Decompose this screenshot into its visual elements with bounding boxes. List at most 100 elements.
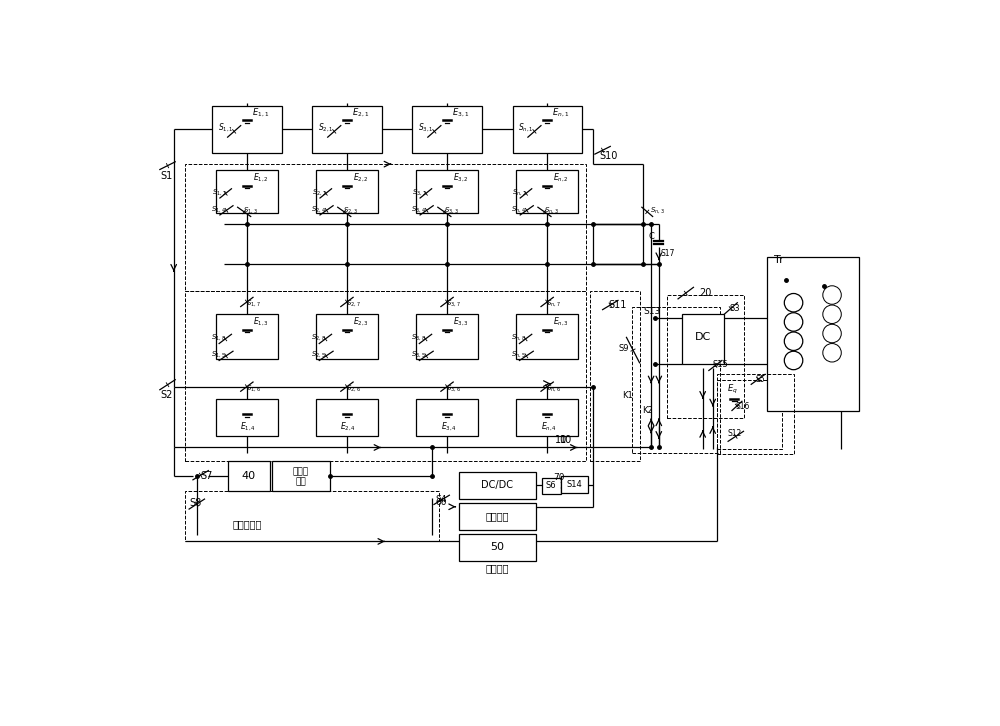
Text: S3: S3 [730,304,740,314]
Text: $S_{1,8}$: $S_{1,8}$ [211,333,226,343]
Bar [185,291,586,460]
Bar [272,460,330,492]
Bar [459,472,536,499]
Text: S16: S16 [736,402,750,411]
Bar [717,380,782,449]
Text: $E_{1,1}$: $E_{1,1}$ [252,107,269,118]
Text: 电机驱: 电机驱 [293,468,309,477]
Bar [312,107,382,152]
Text: $E_{3,1}$: $E_{3,1}$ [452,107,469,118]
Text: S2: S2 [161,390,173,400]
Text: 10: 10 [555,435,567,445]
Bar [216,399,278,436]
Text: S5: S5 [755,375,765,384]
Bar [632,306,720,453]
Text: $E_{3,2}$: $E_{3,2}$ [453,172,469,184]
Text: S1: S1 [161,171,173,181]
Text: $E_{2,1}$: $E_{2,1}$ [352,107,369,118]
Text: $S_{2,4}$: $S_{2,4}$ [311,204,326,213]
Text: $S_{3,2}$: $S_{3,2}$ [412,187,427,197]
Bar [459,503,536,530]
Text: 10: 10 [560,435,573,445]
Text: 接发电机: 接发电机 [485,563,509,574]
Text: $S_{3,5}$: $S_{3,5}$ [411,349,426,359]
Text: $E_{n,2}$: $E_{n,2}$ [553,172,569,184]
Text: $S_{2,8}$: $S_{2,8}$ [311,333,326,343]
Text: $S_{n,7}$: $S_{n,7}$ [546,298,561,309]
Text: S17: S17 [660,249,675,258]
Text: $S_{n,8}$: $S_{n,8}$ [511,333,526,343]
Bar [316,314,378,359]
Bar [459,534,536,560]
Text: $S_{n,2}$: $S_{n,2}$ [512,187,527,197]
Text: S4: S4 [436,494,447,504]
Text: $S_{3,6}$: $S_{3,6}$ [446,383,461,393]
Text: $S_{2,7}$: $S_{2,7}$ [346,298,360,309]
Text: $S_{n,4}$: $S_{n,4}$ [511,204,526,213]
Text: $E_{2,4}$: $E_{2,4}$ [340,420,356,433]
Text: S15: S15 [713,360,728,369]
Text: $S_{1,2}$: $S_{1,2}$ [212,187,227,197]
Text: S12: S12 [727,429,741,438]
Bar [216,314,278,359]
Text: $S_{n,3}$: $S_{n,3}$ [544,205,558,216]
Text: S9: S9 [619,344,629,354]
Text: $S_{1,3}$: $S_{1,3}$ [243,205,258,216]
Text: $S_{2,5}$: $S_{2,5}$ [311,349,326,359]
Text: $E_{n,3}$: $E_{n,3}$ [553,316,569,328]
Text: DC: DC [695,333,711,343]
Text: S10: S10 [600,152,618,161]
Bar [717,374,794,454]
Text: $S_{2,1}$: $S_{2,1}$ [318,122,334,134]
Text: 动器: 动器 [295,477,306,486]
Text: S6: S6 [546,481,556,491]
Text: S8: S8 [189,498,201,508]
Text: S7: S7 [201,471,213,481]
Text: K2: K2 [642,406,653,415]
Text: $S_{3,8}$: $S_{3,8}$ [411,333,426,343]
Text: C: C [648,232,654,241]
Text: Tr: Tr [774,256,784,266]
Bar [185,492,439,542]
Text: $E_{3,4}$: $E_{3,4}$ [441,420,457,433]
Text: $S_{1,6}$: $S_{1,6}$ [246,383,260,393]
Bar [561,476,588,493]
Bar [316,171,378,213]
Text: K1: K1 [622,391,633,399]
Bar [542,478,561,494]
Text: DC/DC: DC/DC [481,480,513,490]
Text: $E_{1,4}$: $E_{1,4}$ [240,420,256,433]
Text: $S_{3,3}$: $S_{3,3}$ [444,205,458,216]
Text: $S_{3,7}$: $S_{3,7}$ [446,298,461,309]
Bar [666,295,744,418]
Bar [516,314,578,359]
Text: 接充电电路: 接充电电路 [232,520,262,529]
Bar [416,314,478,359]
Text: $E_{3,3}$: $E_{3,3}$ [453,316,469,328]
Text: $E_q$: $E_q$ [727,383,737,396]
Text: $S_{n,1}$: $S_{n,1}$ [518,122,534,134]
Text: S14: S14 [566,480,582,489]
Text: $E_{1,2}$: $E_{1,2}$ [253,172,269,184]
Bar [212,107,282,152]
Bar [216,171,278,213]
Text: 70: 70 [553,473,564,482]
Text: S13: S13 [643,307,661,317]
Bar [767,256,859,410]
Text: $S_{1,7}$: $S_{1,7}$ [246,298,260,309]
Text: $S_{1,4}$: $S_{1,4}$ [211,204,226,213]
Bar [228,460,270,492]
Text: $S_{3,1}$: $S_{3,1}$ [418,122,434,134]
Text: 60: 60 [436,499,447,507]
Text: $S_{3,4}$: $S_{3,4}$ [411,204,426,213]
Text: $E_{2,2}$: $E_{2,2}$ [353,172,369,184]
Text: $E_{1,3}$: $E_{1,3}$ [253,316,269,328]
Text: $S_{n,3}$: $S_{n,3}$ [650,205,664,216]
Bar [416,399,478,436]
Bar [516,399,578,436]
Text: $S_{n,6}$: $S_{n,6}$ [546,383,561,393]
Text: 40: 40 [241,471,255,481]
Text: $E_{2,3}$: $E_{2,3}$ [353,316,369,328]
Text: 20: 20 [699,288,711,298]
Text: 50: 50 [490,542,504,552]
